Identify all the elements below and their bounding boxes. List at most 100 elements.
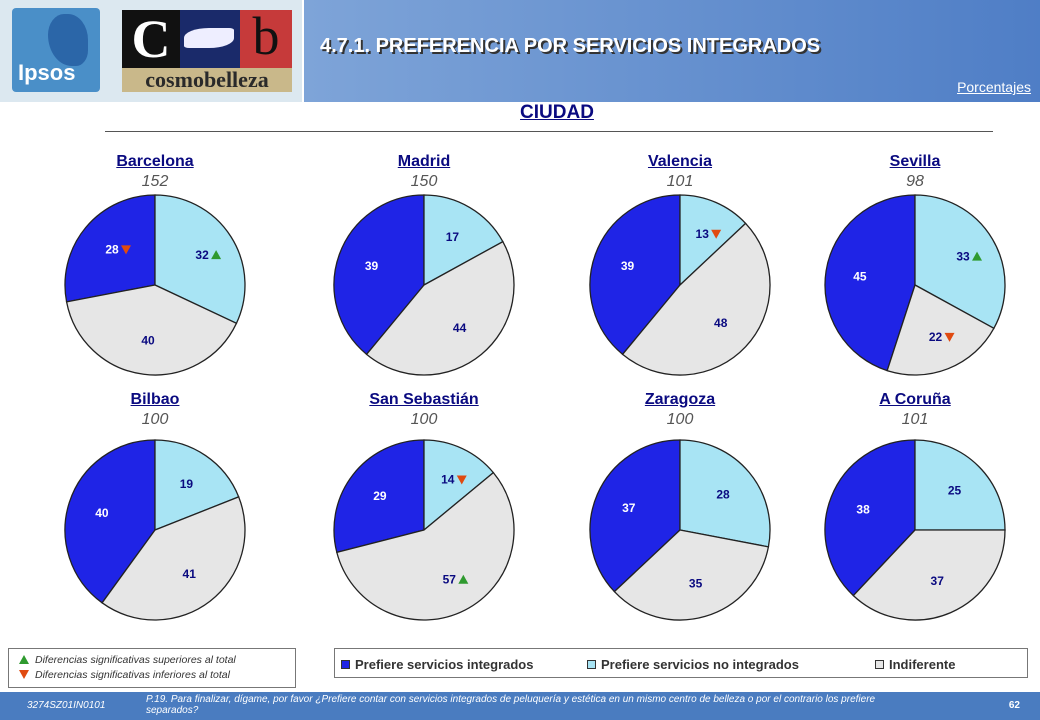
pie-value-label: 57 xyxy=(443,573,457,587)
pie-value-label: 32 xyxy=(195,248,209,262)
city-name: Sevilla xyxy=(889,153,941,170)
triangle-up-icon xyxy=(19,655,29,664)
pie-slice-no-integrados xyxy=(679,439,771,548)
pie-slice-integrados xyxy=(589,439,681,593)
pie-value-label: 19 xyxy=(180,477,194,491)
pie-slice-indiferente xyxy=(101,496,246,621)
pie-slice-no-integrados xyxy=(154,194,246,325)
pie-chart-sevilla: 45 33 22 xyxy=(824,194,1006,376)
cosmobelleza-logo: C b cosmobelleza xyxy=(118,9,296,92)
title-bar: 4.7.1. PREFERENCIA POR SERVICIOS INTEGRA… xyxy=(304,0,1040,102)
pie-value-label: 39 xyxy=(621,259,635,273)
legend-label-integrados: Prefiere servicios integrados xyxy=(355,657,534,672)
pie-value-label: 45 xyxy=(853,269,867,283)
significance-up-icon xyxy=(211,250,222,260)
cosmobelleza-logo-wave xyxy=(180,10,240,68)
pie-slice-no-integrados xyxy=(154,439,240,531)
legend-item-no-integrados: Prefiere servicios no integrados xyxy=(587,657,799,672)
section-title: CIUDAD xyxy=(520,102,594,123)
pie-slice-no-integrados xyxy=(423,439,495,532)
pie-chart-san-sebastian: 29 14 57 xyxy=(333,439,515,621)
ipsos-logo-text: Ipsos xyxy=(18,60,76,85)
pie-chart-bilbao: 40 19 41 xyxy=(64,439,246,621)
pie-value-label: 37 xyxy=(622,501,636,515)
pie-value-label: 29 xyxy=(373,489,387,503)
significance-down-icon xyxy=(711,229,722,239)
series-legend: Prefiere servicios integrados Prefiere s… xyxy=(334,648,1028,678)
significance-legend: Diferencias significativas superiores al… xyxy=(8,648,296,688)
pie-slice-no-integrados xyxy=(679,194,747,287)
footer-study-code: 3274SZ01IN0101 xyxy=(27,700,106,711)
city-sample-size: 101 xyxy=(666,173,694,190)
pie-value-label: 17 xyxy=(446,230,460,244)
pie-value-label: 13 xyxy=(696,227,710,241)
pie-slice-indiferente xyxy=(65,284,238,376)
city-name: San Sebastián xyxy=(369,391,479,408)
pie-slice-integrados xyxy=(64,194,156,303)
pie-value-label: 40 xyxy=(141,333,155,347)
city-sample-size: 100 xyxy=(666,411,694,428)
significance-up-icon xyxy=(972,251,983,261)
pie-slice-indiferente xyxy=(336,471,515,621)
significance-down-label: Diferencias significativas inferiores al… xyxy=(35,669,230,681)
city-name: A Coruña xyxy=(879,391,951,408)
footer-question: P.19. Para finalizar, dígame, por favor … xyxy=(146,694,876,716)
pie-slice-integrados xyxy=(589,194,681,356)
pie-slice-indiferente xyxy=(852,529,1006,621)
pie-value-label: 35 xyxy=(689,577,703,591)
pie-chart-madrid: 39 17 44 xyxy=(333,194,515,376)
legend-swatch-indiferente xyxy=(875,660,884,669)
logo-panel: Ipsos C b cosmobelleza xyxy=(0,0,302,102)
city-header-madrid: Madrid 150 xyxy=(304,152,544,192)
significance-up-icon xyxy=(458,574,469,584)
ipsos-logo: Ipsos xyxy=(12,8,100,92)
significance-legend-down: Diferencias significativas inferiores al… xyxy=(19,669,230,681)
city-header-zaragoza: Zaragoza 100 xyxy=(560,390,800,430)
triangle-down-icon xyxy=(19,670,29,679)
city-name: Barcelona xyxy=(116,153,194,170)
pie-value-label: 14 xyxy=(441,473,455,487)
city-header-sevilla: Sevilla 98 xyxy=(795,152,1035,192)
legend-item-indiferente: Indiferente xyxy=(875,657,955,672)
pie-value-label: 39 xyxy=(365,259,379,273)
legend-label-no-integrados: Prefiere servicios no integrados xyxy=(601,657,799,672)
legend-swatch-no-integrados xyxy=(587,660,596,669)
pie-slice-integrados xyxy=(824,439,916,597)
pie-value-label: 48 xyxy=(714,316,728,330)
city-name: Bilbao xyxy=(130,391,180,408)
city-sample-size: 100 xyxy=(410,411,438,428)
cosmobelleza-logo-c: C xyxy=(122,10,180,68)
pie-value-label: 40 xyxy=(95,506,109,520)
city-header-san-sebastian: San Sebastián 100 xyxy=(304,390,544,430)
pie-chart-a-coruna: 38 25 37 xyxy=(824,439,1006,621)
pie-value-label: 44 xyxy=(453,321,467,335)
city-header-bilbao: Bilbao 100 xyxy=(35,390,275,430)
city-header-valencia: Valencia 101 xyxy=(560,152,800,192)
city-sample-size: 100 xyxy=(141,411,169,428)
slide-title: 4.7.1. PREFERENCIA POR SERVICIOS INTEGRA… xyxy=(320,35,821,57)
pie-slice-no-integrados xyxy=(914,194,1006,330)
pie-slice-indiferente xyxy=(886,284,995,376)
pie-chart-zaragoza: 37 28 35 xyxy=(589,439,771,621)
city-sample-size: 98 xyxy=(906,173,924,190)
pie-value-label: 37 xyxy=(931,574,945,588)
city-sample-size: 150 xyxy=(410,173,438,190)
pie-value-label: 28 xyxy=(716,487,730,501)
pie-slice-indiferente xyxy=(613,529,770,621)
pie-value-label: 38 xyxy=(856,503,870,517)
section-divider xyxy=(105,131,993,132)
significance-down-icon xyxy=(944,332,955,342)
significance-up-label: Diferencias significativas superiores al… xyxy=(35,654,236,666)
significance-down-icon xyxy=(121,245,132,255)
pie-slice-integrados xyxy=(824,194,916,372)
city-sample-size: 152 xyxy=(141,173,169,190)
significance-legend-up: Diferencias significativas superiores al… xyxy=(19,654,236,666)
units-label: Porcentajes xyxy=(957,79,1031,95)
pie-slice-integrados xyxy=(64,439,156,604)
pie-chart-barcelona: 28 32 40 xyxy=(64,194,246,376)
pie-value-label: 33 xyxy=(956,250,970,264)
page-number: 62 xyxy=(1008,700,1020,711)
legend-swatch-integrados xyxy=(341,660,350,669)
footer: 3274SZ01IN0101 P.19. Para finalizar, díg… xyxy=(0,692,1040,720)
